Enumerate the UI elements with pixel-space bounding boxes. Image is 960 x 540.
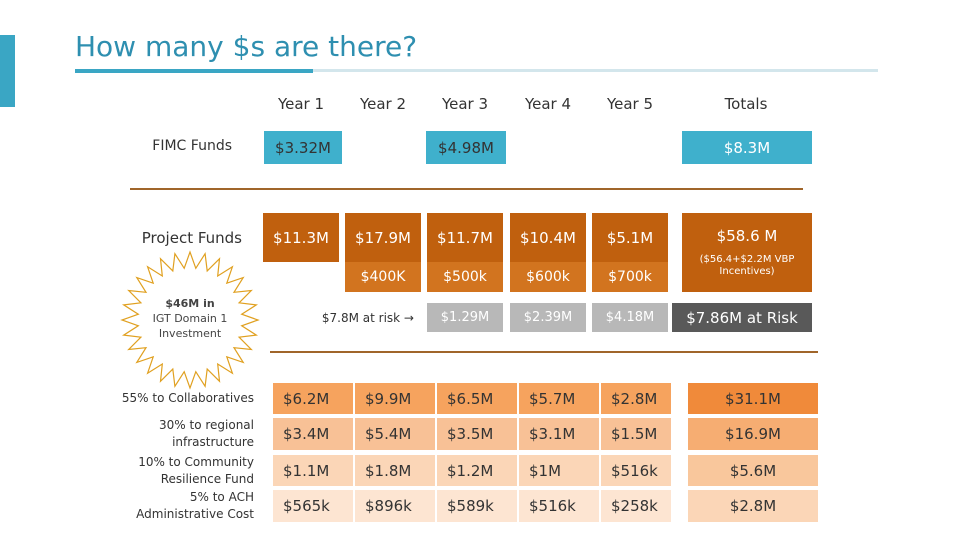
- distribution-cell: $5.6M: [688, 455, 818, 486]
- column-header: Totals: [724, 95, 768, 113]
- project-cell: $5.1M: [592, 213, 668, 262]
- distribution-cell: $565k: [273, 490, 353, 522]
- project-cell-2: $700k: [592, 262, 668, 292]
- distribution-cell: $5.4M: [355, 418, 435, 450]
- distribution-cell: $589k: [437, 490, 517, 522]
- distribution-cell: $6.5M: [437, 383, 517, 414]
- distribution-cell: $16.9M: [688, 418, 818, 450]
- distribution-cell: $1.1M: [273, 455, 353, 486]
- fimc-cell: $3.32M: [264, 131, 342, 164]
- distribution-label: 10% to Community Resilience Fund: [138, 454, 254, 486]
- distribution-label: 30% to regional infrastructure: [159, 418, 254, 449]
- at-risk-cell: $2.39M: [510, 303, 586, 332]
- title-underline-light: [313, 69, 878, 72]
- distribution-cell: $258k: [601, 490, 671, 522]
- distribution-cell: $1.8M: [355, 455, 435, 486]
- distribution-cell: $3.4M: [273, 418, 353, 450]
- distribution-cell: $516k: [601, 455, 671, 486]
- distribution-cell: $1.2M: [437, 455, 517, 486]
- accent-bar: [0, 35, 15, 107]
- at-risk-cell: $4.18M: [592, 303, 668, 332]
- at-risk-total: $7.86M at Risk: [672, 303, 812, 332]
- column-header: Year 4: [524, 95, 572, 113]
- separator: [270, 351, 818, 353]
- badge-text: $46M in: [165, 297, 215, 310]
- distribution-label: 5% to ACH Administrative Cost: [136, 490, 254, 521]
- distribution-cell: $9.9M: [355, 383, 435, 414]
- project-cell-2: $600k: [510, 262, 586, 292]
- project-cell: $11.7M: [427, 213, 503, 262]
- column-header: Year 5: [606, 95, 654, 113]
- distribution-cell: $3.1M: [519, 418, 599, 450]
- distribution-label: 55% to Collaboratives: [121, 391, 254, 405]
- project-cell: $11.3M: [263, 213, 339, 262]
- row-label: Project Funds: [141, 229, 242, 247]
- distribution-cell: $3.5M: [437, 418, 517, 450]
- project-cell: $10.4M: [510, 213, 586, 262]
- at-risk-cell: $1.29M: [427, 303, 503, 332]
- distribution-cell: $516k: [519, 490, 599, 522]
- column-header: Year 3: [441, 95, 489, 113]
- project-total-box: [682, 213, 812, 292]
- slide-title: How many $s are there?: [75, 30, 418, 63]
- distribution-cell: $2.8M: [688, 490, 818, 522]
- at-risk-label: $7.8M at risk →: [321, 311, 414, 325]
- project-cell: $17.9M: [345, 213, 421, 262]
- title-underline: [75, 69, 313, 73]
- project-total-note: ($56.4+$2.2M VBP Incentives): [699, 254, 795, 277]
- column-header: Year 2: [359, 95, 407, 113]
- fimc-cell: $4.98M: [426, 131, 506, 164]
- distribution-cell: $1M: [519, 455, 599, 486]
- row-label: FIMC Funds: [152, 138, 232, 154]
- distribution-cell: $6.2M: [273, 383, 353, 414]
- project-total: $58.6 M: [716, 227, 778, 245]
- project-cell-2: $500k: [427, 262, 503, 292]
- distribution-cell: $5.7M: [519, 383, 599, 414]
- distribution-cell: $2.8M: [601, 383, 671, 414]
- badge-text: Investment: [158, 327, 222, 340]
- distribution-cell: $896k: [355, 490, 435, 522]
- starburst: [120, 250, 260, 390]
- distribution-cell: $1.5M: [601, 418, 671, 450]
- separator: [130, 188, 803, 190]
- fimc-total: $8.3M: [682, 131, 812, 164]
- distribution-cell: $31.1M: [688, 383, 818, 414]
- project-cell-2: $400K: [345, 262, 421, 292]
- badge-text: IGT Domain 1: [152, 312, 228, 325]
- column-header: Year 1: [277, 95, 325, 113]
